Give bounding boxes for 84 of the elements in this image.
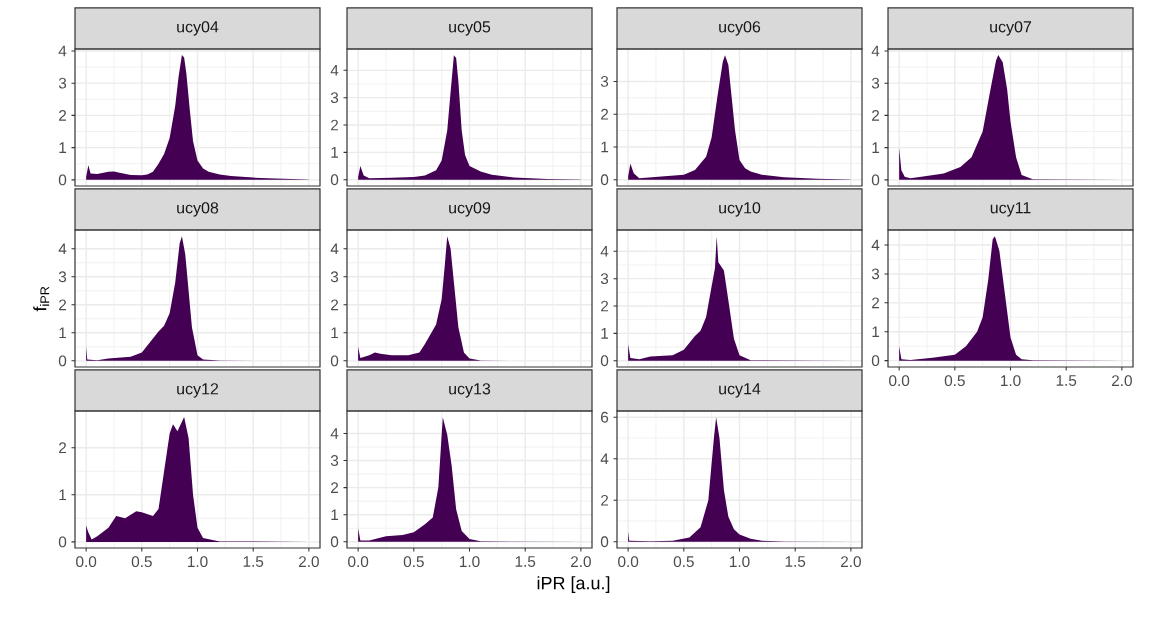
y-tick-label: 1 (331, 509, 339, 520)
y-tick-label: 1 (331, 147, 339, 158)
y-tick-label: 3 (330, 92, 339, 104)
x-axis-title: iPR [a.u.] (537, 576, 610, 593)
y-tick-label: 0 (58, 355, 67, 367)
y-tick-label: 6 (601, 411, 609, 423)
y-tick-label: 0 (871, 174, 880, 186)
y-tick-label: 2 (872, 110, 880, 121)
y-tick-label: 1 (601, 328, 609, 339)
x-tick-label: 1.5 (243, 556, 264, 567)
x-tick-label: 0.5 (403, 556, 424, 568)
y-tick-label: 2 (331, 299, 339, 311)
chart-title: ucy12 (177, 383, 219, 398)
chart-title: ucy09 (449, 202, 491, 217)
y-tick-label: 2 (59, 110, 67, 121)
y-tick-label: 1 (872, 326, 880, 338)
y-tick-label: 3 (58, 77, 67, 89)
y-tick-label: 2 (331, 482, 339, 493)
y-tick-label: 3 (871, 268, 880, 280)
x-tick-label: 0.0 (76, 556, 97, 568)
y-tick-label: 4 (871, 45, 880, 57)
y-tick-label: 1 (59, 327, 67, 339)
y-tick-label: 1 (331, 327, 339, 339)
y-tick-label: 3 (600, 76, 609, 87)
y-tick-label: 4 (871, 239, 880, 251)
y-tick-label: 4 (600, 246, 609, 257)
x-tick-label: 2.0 (1111, 375, 1132, 387)
y-tick-label: 3 (600, 273, 609, 285)
y-tick-label: 1 (872, 142, 880, 153)
y-tick-label: 4 (330, 65, 339, 76)
y-tick-label: 2 (59, 442, 67, 454)
y-tick-label: 0 (58, 536, 67, 548)
y-tick-label: 2 (872, 297, 880, 309)
y-tick-label: 1 (59, 489, 67, 501)
x-tick-label: 0.5 (944, 375, 965, 387)
chart-title: ucy11 (990, 202, 1031, 217)
y-tick-label: 3 (871, 77, 880, 89)
y-axis-title: f$_{iPR}$ (33, 286, 50, 312)
x-tick-label: 1.5 (785, 556, 806, 567)
y-tick-label: 4 (330, 243, 339, 255)
x-tick-label: 2.0 (840, 556, 861, 568)
x-tick-label: 1.5 (1056, 375, 1077, 386)
y-tick-label: 2 (59, 299, 67, 311)
chart-title: ucy06 (719, 21, 761, 36)
x-tick-label: 0.5 (673, 556, 694, 568)
y-tick-label: 1 (59, 142, 67, 153)
y-tick-label: 0 (600, 536, 609, 548)
chart-title: ucy08 (177, 202, 219, 217)
y-tick-label: 1 (601, 141, 609, 153)
y-tick-label: 2 (331, 119, 339, 131)
y-tick-label: 2 (601, 108, 609, 120)
x-tick-label: 1.0 (1001, 375, 1021, 387)
chart-title: ucy05 (449, 21, 491, 36)
y-tick-label: 3 (330, 455, 339, 466)
chart-title: ucy10 (719, 202, 761, 217)
x-tick-label: 0.0 (348, 556, 369, 568)
y-tick-label: 0 (871, 355, 880, 367)
chart-title: ucy07 (990, 21, 1032, 36)
x-tick-label: 1.0 (188, 556, 208, 568)
y-tick-label: 2 (601, 494, 609, 506)
y-tick-label: 0 (600, 174, 609, 186)
y-tick-label: 4 (600, 453, 609, 465)
x-tick-label: 0.0 (618, 556, 639, 568)
x-tick-label: 0.0 (889, 375, 910, 387)
x-tick-label: 1.0 (460, 556, 480, 568)
y-tick-label: 3 (58, 271, 67, 283)
y-tick-label: 0 (330, 174, 339, 186)
x-tick-label: 2.0 (298, 556, 319, 568)
chart-title: ucy13 (449, 383, 491, 398)
y-tick-label: 4 (330, 428, 339, 439)
y-tick-label: 0 (58, 174, 67, 186)
y-tick-label: 3 (330, 271, 339, 283)
y-tick-label: 2 (601, 300, 609, 312)
y-tick-label: 4 (58, 243, 67, 255)
x-tick-label: 1.0 (730, 556, 750, 568)
y-tick-label: 0 (600, 355, 609, 367)
x-tick-label: 0.5 (131, 556, 152, 568)
x-tick-label: 2.0 (570, 556, 591, 568)
x-tick-label: 1.5 (515, 556, 536, 567)
y-tick-label: 4 (58, 45, 67, 57)
chart-title: ucy04 (177, 21, 219, 36)
y-tick-label: 0 (330, 355, 339, 367)
chart-title: ucy14 (719, 383, 761, 398)
y-tick-label: 0 (330, 536, 339, 548)
